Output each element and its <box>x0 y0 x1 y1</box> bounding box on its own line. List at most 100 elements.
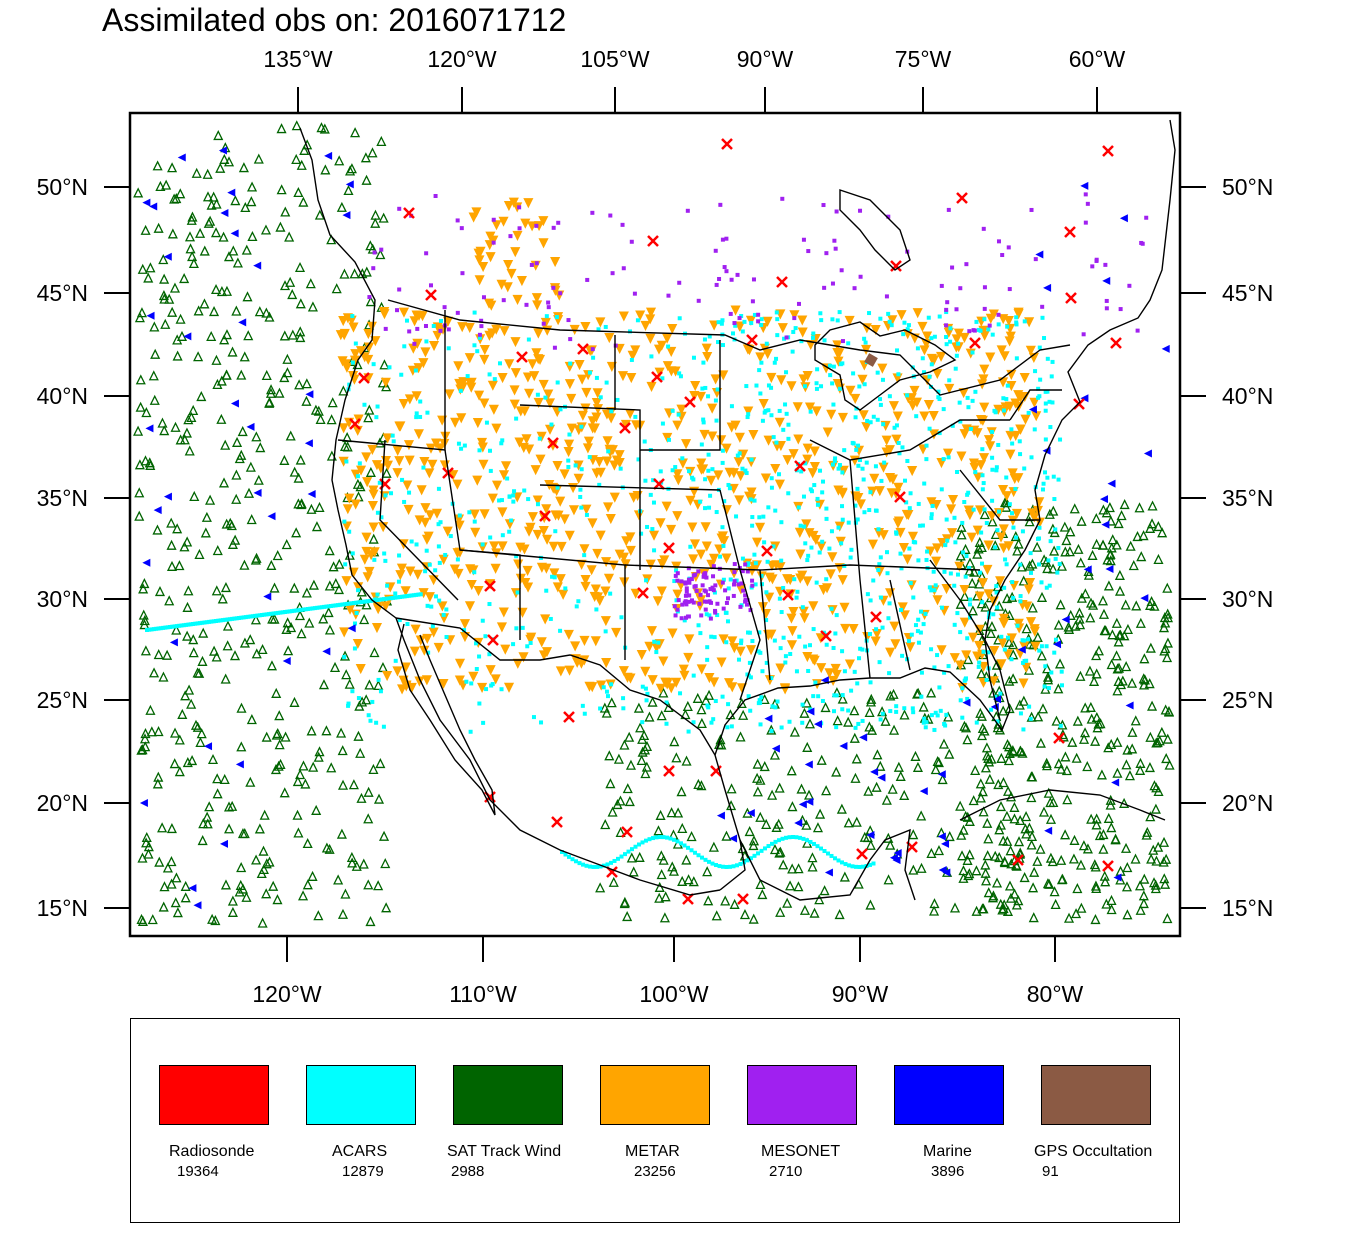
obs-marker <box>1069 834 1080 845</box>
left-lat-label: 40°N <box>37 383 88 409</box>
obs-marker <box>964 849 975 860</box>
obs-marker <box>370 217 381 228</box>
obs-marker <box>983 752 994 763</box>
obs-marker <box>640 768 651 779</box>
obs-marker <box>326 234 337 245</box>
obs-marker <box>174 766 185 777</box>
obs-marker <box>812 822 824 833</box>
obs-marker <box>808 707 813 712</box>
obs-marker <box>950 423 955 428</box>
obs-marker <box>587 518 598 529</box>
obs-marker <box>834 693 839 698</box>
obs-marker <box>511 493 516 498</box>
obs-marker <box>948 571 953 576</box>
obs-marker <box>858 410 869 421</box>
obs-marker <box>431 508 443 519</box>
obs-marker <box>979 330 990 341</box>
obs-marker <box>996 442 1001 447</box>
obs-marker <box>728 864 732 869</box>
obs-marker <box>834 908 845 920</box>
obs-marker <box>922 481 927 486</box>
obs-marker <box>533 328 544 339</box>
obs-marker <box>766 505 771 510</box>
obs-marker <box>952 515 957 520</box>
obs-marker <box>351 860 362 871</box>
obs-marker <box>860 466 865 471</box>
obs-marker <box>526 497 531 502</box>
obs-marker <box>692 692 703 703</box>
obs-marker <box>832 459 837 464</box>
obs-marker <box>272 550 283 561</box>
obs-marker <box>852 669 857 674</box>
obs-marker <box>698 631 703 636</box>
obs-marker <box>937 538 948 549</box>
obs-marker <box>556 220 561 225</box>
obs-marker <box>592 548 603 560</box>
obs-marker <box>906 639 911 644</box>
obs-marker <box>986 327 991 332</box>
obs-marker <box>140 728 151 739</box>
obs-marker <box>220 879 232 890</box>
obs-marker <box>749 856 753 861</box>
obs-marker <box>336 828 347 839</box>
obs-marker <box>808 409 813 414</box>
obs-marker <box>342 313 353 324</box>
obs-marker <box>269 582 280 593</box>
obs-marker <box>844 659 855 670</box>
obs-marker <box>617 371 629 382</box>
obs-marker <box>211 354 222 365</box>
obs-marker <box>170 897 181 908</box>
obs-marker <box>779 520 784 525</box>
obs-marker <box>150 348 161 359</box>
obs-marker <box>375 757 386 769</box>
obs-marker <box>909 385 920 396</box>
obs-marker <box>804 760 813 769</box>
obs-marker <box>1128 560 1139 571</box>
obs-marker <box>885 571 890 576</box>
obs-marker <box>776 276 788 288</box>
obs-marker <box>1039 554 1050 565</box>
obs-marker <box>671 677 682 688</box>
obs-marker <box>510 368 521 379</box>
obs-marker <box>366 713 371 718</box>
obs-marker <box>478 262 489 273</box>
obs-marker <box>971 865 982 876</box>
obs-marker <box>982 817 993 828</box>
obs-marker <box>926 353 937 364</box>
obs-marker <box>621 696 626 701</box>
obs-marker <box>1028 405 1037 414</box>
obs-marker <box>666 366 677 377</box>
obs-marker <box>959 332 970 343</box>
obs-marker <box>636 650 647 661</box>
obs-marker <box>852 286 857 291</box>
obs-marker <box>354 611 359 616</box>
obs-marker <box>689 598 694 603</box>
obs-marker <box>991 877 1003 888</box>
obs-marker <box>580 574 591 586</box>
obs-marker <box>1099 495 1108 504</box>
obs-marker <box>477 448 482 453</box>
obs-marker <box>990 498 995 503</box>
obs-marker <box>581 504 592 515</box>
obs-marker <box>284 231 295 242</box>
obs-marker <box>691 720 696 725</box>
obs-marker <box>734 432 745 443</box>
obs-marker <box>899 607 904 612</box>
obs-marker <box>350 360 355 365</box>
obs-marker <box>1091 882 1102 894</box>
obs-marker <box>138 583 149 594</box>
obs-marker <box>749 457 754 462</box>
obs-marker <box>153 726 164 737</box>
obs-marker <box>1001 810 1013 821</box>
obs-marker <box>821 479 826 484</box>
obs-marker <box>955 800 966 811</box>
obs-marker <box>932 588 937 593</box>
obs-marker <box>303 607 308 612</box>
obs-marker <box>611 627 622 639</box>
obs-marker <box>738 604 743 609</box>
obs-marker <box>701 417 706 422</box>
obs-marker <box>854 864 858 869</box>
obs-marker <box>174 734 185 745</box>
obs-marker <box>1036 650 1047 661</box>
obs-marker <box>711 588 716 593</box>
